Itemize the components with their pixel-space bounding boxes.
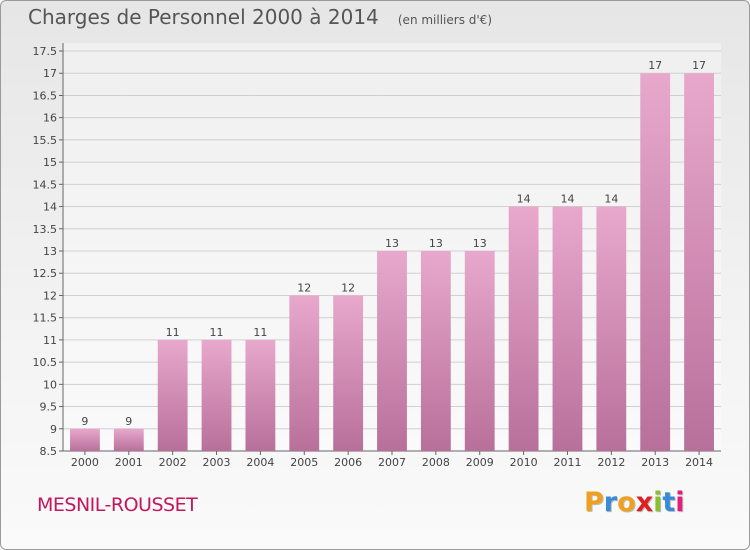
logo-letter: i — [675, 487, 685, 518]
bar-value-label: 11 — [166, 326, 180, 339]
y-tick-label: 9 — [50, 423, 57, 436]
y-tick-label: 8.5 — [40, 445, 58, 458]
logo-letter: x — [635, 487, 654, 518]
y-tick-label: 16 — [43, 112, 57, 125]
bar — [333, 295, 364, 451]
y-tick-label: 12 — [43, 289, 57, 302]
bar — [377, 251, 407, 451]
y-tick-label: 13.5 — [33, 223, 58, 236]
bar-value-label: 17 — [692, 59, 706, 72]
y-tick-label: 11 — [43, 334, 57, 347]
x-tick-label: 2012 — [597, 456, 625, 469]
x-tick-label: 2007 — [378, 456, 406, 469]
y-tick-label: 10 — [43, 378, 57, 391]
x-tick-label: 2008 — [422, 456, 450, 469]
bar — [684, 73, 714, 451]
logo-letter: r — [603, 487, 618, 518]
bar — [508, 206, 539, 451]
x-tick-label: 2003 — [203, 456, 231, 469]
chart-subtitle: (en milliers d'€) — [397, 13, 492, 27]
x-tick-label: 2006 — [334, 456, 362, 469]
bar — [640, 73, 671, 451]
x-tick-label: 2011 — [553, 456, 581, 469]
logo-letter: P — [584, 487, 604, 518]
bar-value-label: 9 — [81, 415, 88, 428]
bar-value-label: 11 — [253, 326, 267, 339]
x-tick-label: 2013 — [641, 456, 669, 469]
y-tick-label: 14.5 — [33, 178, 58, 191]
bar — [464, 251, 495, 451]
y-tick-label: 15 — [43, 156, 57, 169]
bar-value-label: 12 — [341, 281, 355, 294]
bar — [157, 339, 188, 451]
y-tick-label: 17.5 — [33, 45, 58, 58]
x-tick-label: 2001 — [115, 456, 143, 469]
chart-title: Charges de Personnel 2000 à 2014 — [28, 5, 379, 29]
y-tick-label: 9.5 — [40, 401, 58, 414]
y-tick-label: 11.5 — [33, 312, 58, 325]
y-tick-label: 10.5 — [33, 356, 58, 369]
proxiti-logo: Proxiti — [584, 487, 685, 518]
x-tick-label: 2014 — [685, 456, 713, 469]
bar-value-label: 14 — [517, 193, 531, 206]
bar-value-label: 14 — [604, 193, 618, 206]
bar — [70, 428, 100, 451]
bar-value-label: 11 — [210, 326, 224, 339]
bar-value-label: 14 — [560, 193, 574, 206]
x-tick-label: 2010 — [510, 456, 538, 469]
bar — [596, 206, 627, 451]
bar-value-label: 9 — [125, 415, 132, 428]
bar-value-label: 17 — [648, 59, 662, 72]
logo-letter: o — [617, 487, 636, 518]
x-tick-label: 2005 — [290, 456, 318, 469]
y-tick-label: 14 — [43, 201, 57, 214]
bar — [245, 339, 276, 451]
bar-value-label: 12 — [297, 281, 311, 294]
y-tick-label: 16.5 — [33, 89, 58, 102]
bar-value-label: 13 — [473, 237, 487, 250]
bar — [289, 295, 320, 451]
x-tick-label: 2000 — [71, 456, 99, 469]
y-tick-label: 12.5 — [33, 267, 58, 280]
title-row: Charges de Personnel 2000 à 2014 (en mil… — [28, 5, 492, 29]
bar-value-label: 13 — [385, 237, 399, 250]
bar — [420, 251, 451, 451]
logo-letter: i — [653, 487, 663, 518]
x-tick-label: 2002 — [159, 456, 187, 469]
x-tick-label: 2004 — [246, 456, 274, 469]
y-tick-label: 13 — [43, 245, 57, 258]
logo-letter: t — [662, 487, 676, 518]
bar — [113, 428, 144, 451]
place-name: MESNIL-ROUSSET — [37, 494, 198, 516]
bar — [201, 339, 232, 451]
y-tick-label: 17 — [43, 67, 57, 80]
x-tick-label: 2009 — [466, 456, 494, 469]
y-tick-label: 15.5 — [33, 134, 58, 147]
bar-value-label: 13 — [429, 237, 443, 250]
bar — [552, 206, 583, 451]
